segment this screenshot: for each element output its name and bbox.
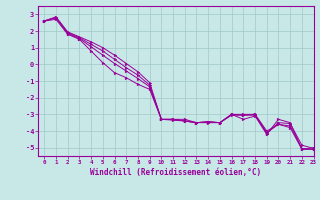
X-axis label: Windchill (Refroidissement éolien,°C): Windchill (Refroidissement éolien,°C) — [91, 168, 261, 177]
